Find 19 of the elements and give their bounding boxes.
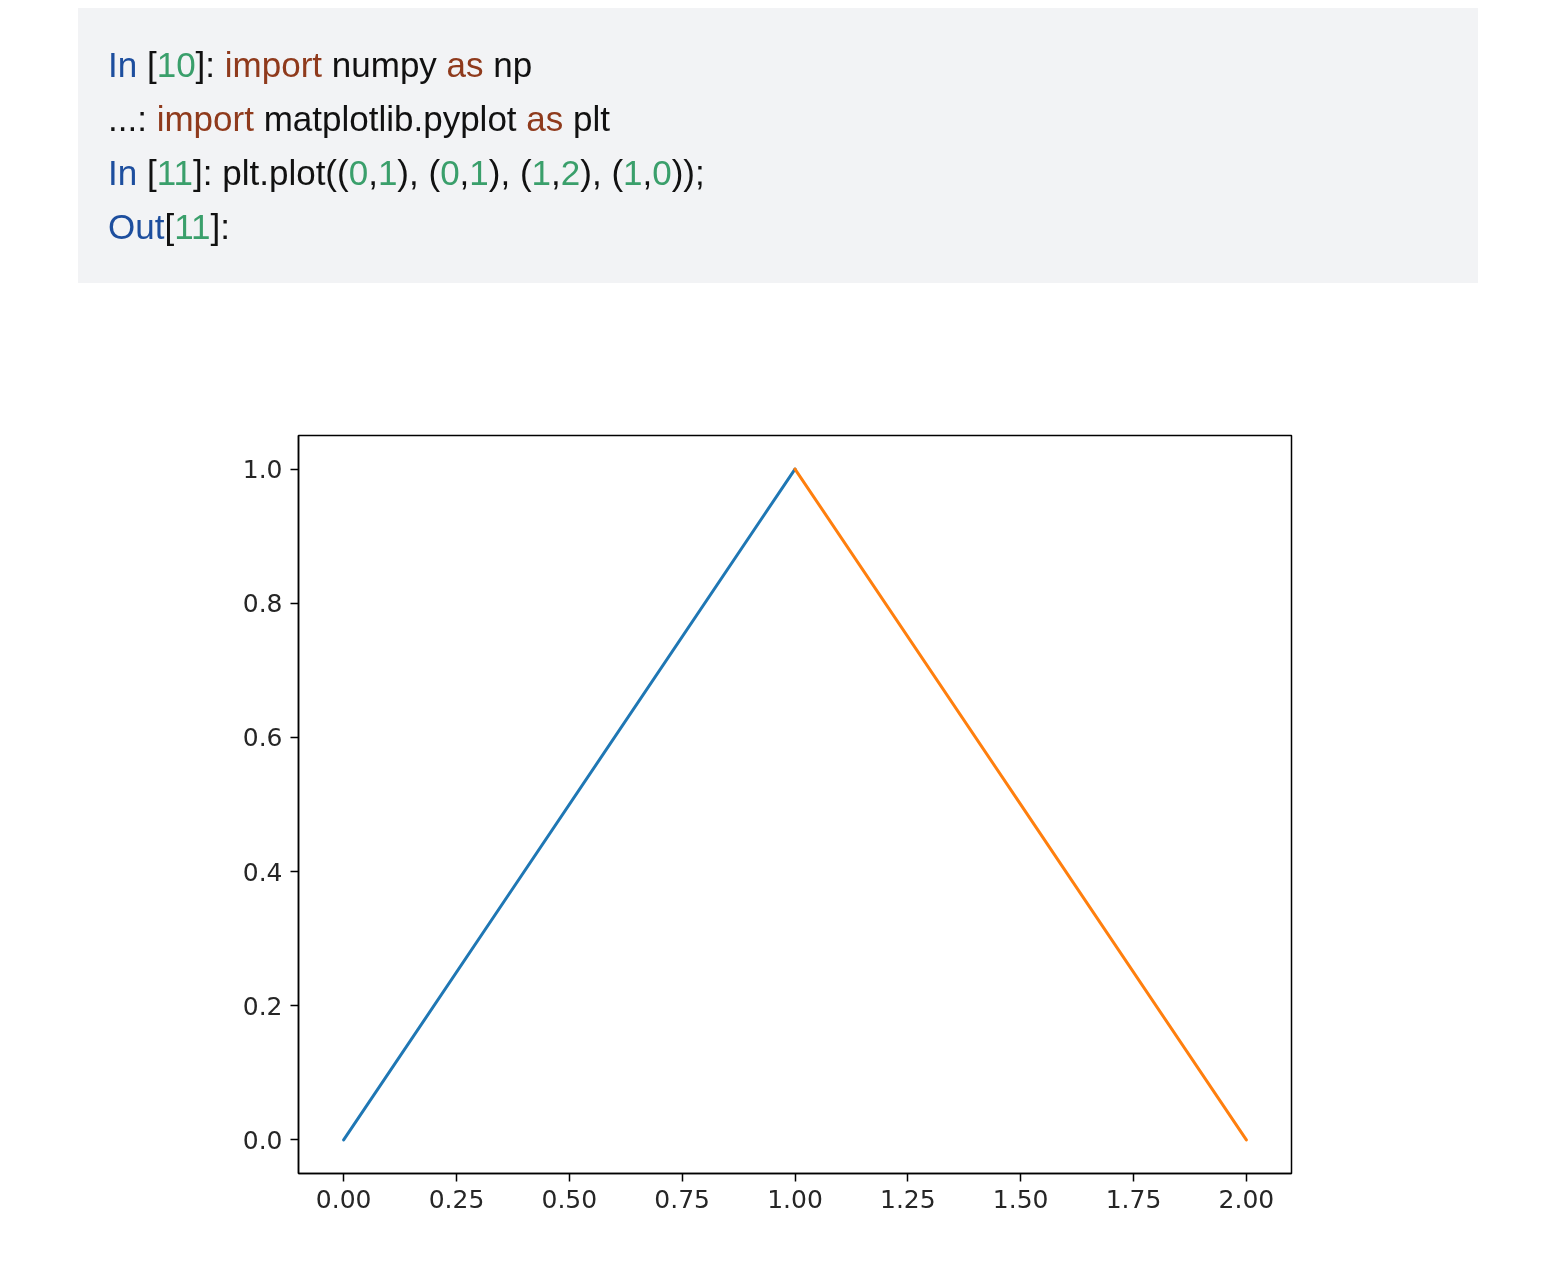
y-tick-label: 0.2 (242, 991, 283, 1021)
x-tick-label: 2.00 (1218, 1184, 1275, 1214)
x-tick-label: 1.25 (880, 1184, 936, 1214)
x-tick-label: 0.50 (541, 1184, 598, 1214)
y-tick-label: 1.0 (242, 455, 283, 485)
x-tick-label: 0.25 (428, 1184, 485, 1214)
y-tick-label: 0.0 (242, 1125, 283, 1155)
x-tick-label: 0.00 (315, 1184, 372, 1214)
x-tick-label: 1.75 (1105, 1184, 1162, 1214)
text: Out[11]: (108, 207, 230, 246)
text: ...: import matplotlib.pyplot as plt (108, 99, 610, 138)
x-tick-label: 1.00 (767, 1184, 823, 1214)
y-tick-label: 0.6 (242, 723, 283, 753)
text: In [10]: import numpy as np (108, 45, 533, 84)
x-tick-label: 1.50 (992, 1184, 1049, 1214)
y-tick-label: 0.4 (242, 857, 283, 887)
y-tick-label: 0.8 (242, 589, 283, 619)
x-tick-label: 0.75 (654, 1184, 710, 1214)
text: In [11]: plt.plot((0,1), (0,1), (1,2), (1,0)); (108, 153, 705, 192)
